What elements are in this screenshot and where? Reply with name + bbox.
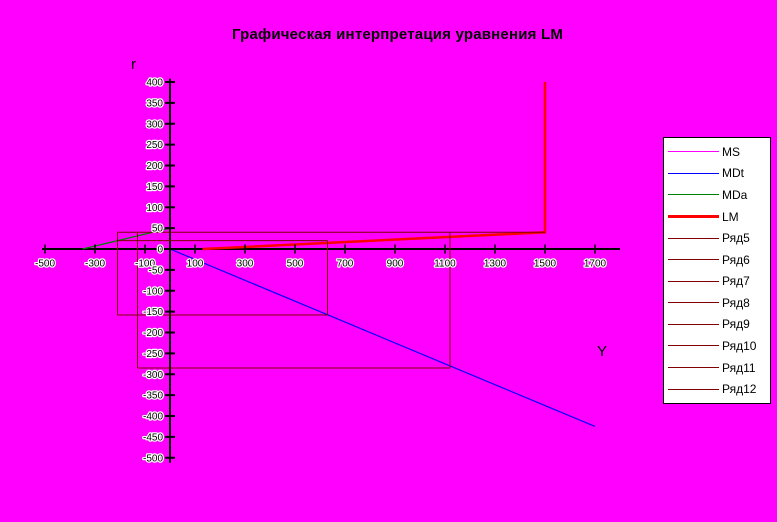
legend-item-label: Ряд7 — [722, 274, 750, 289]
legend-line-sample — [668, 323, 719, 325]
y-tick-label: -150 — [143, 307, 163, 318]
y-tick-label: -350 — [143, 391, 163, 402]
legend-item-label: MS — [722, 144, 740, 159]
y-tick-label: 300 — [146, 119, 163, 130]
legend-line-sample — [668, 345, 719, 347]
y-tick-label: 50 — [152, 224, 164, 235]
legend-item-ryad9: Ряд9 — [668, 314, 770, 334]
legend-item-label: Ряд10 — [722, 338, 757, 353]
y-tick-label: 150 — [146, 182, 163, 193]
legend-item-ryad11: Ряд11 — [668, 358, 770, 378]
y-tick-label: -450 — [143, 432, 163, 443]
legend-item-ryad12: Ряд12 — [668, 379, 770, 399]
y-tick-label: -300 — [143, 370, 163, 381]
y-tick-label: -500 — [143, 453, 163, 464]
x-tick-label: -100 — [135, 259, 155, 270]
legend: MS MDt MDa LM Ряд5 Ряд6 Ряд7 Ряд8 Ряд9 Ряд10 Ряд11… — [663, 137, 771, 404]
legend-item-lm: LM — [668, 207, 770, 227]
x-tick-label: 700 — [337, 259, 354, 270]
chart-title: Графическая интерпретация уравнения LM — [231, 26, 564, 43]
y-tick-label: 0 — [157, 245, 163, 256]
legend-item-ryad6: Ряд6 — [668, 250, 770, 270]
legend-item-label: Ряд8 — [722, 295, 750, 310]
series-line-lm — [202, 82, 547, 251]
y-tick-label: -200 — [143, 328, 163, 339]
legend-line-sample — [668, 215, 719, 219]
y-tick-label: 100 — [146, 203, 163, 214]
legend-item-ryad8: Ряд8 — [668, 293, 770, 313]
y-tick-label: -250 — [143, 349, 163, 360]
legend-item-mda: MDa — [668, 185, 770, 205]
legend-line-sample — [668, 151, 719, 153]
legend-line-sample — [668, 302, 719, 304]
x-tick-label: 900 — [387, 259, 404, 270]
legend-line-sample — [668, 172, 719, 174]
y-tick-label: 350 — [146, 98, 163, 109]
x-tick-label: 1500 — [534, 259, 557, 270]
legend-item-label: MDt — [722, 166, 744, 181]
legend-line-sample — [668, 237, 719, 239]
legend-item-mdt: MDt — [668, 163, 770, 183]
x-axis-title: Y — [597, 343, 608, 360]
y-tick-label: 400 — [146, 78, 163, 89]
legend-item-label: Ряд6 — [722, 252, 750, 267]
legend-line-sample — [668, 367, 719, 369]
legend-line-sample — [668, 259, 719, 261]
series-line-mdt — [169, 248, 596, 427]
legend-line-sample — [668, 388, 719, 390]
legend-item-ryad10: Ряд10 — [668, 336, 770, 356]
y-tick-label: -400 — [143, 412, 163, 423]
legend-item-ryad5: Ряд5 — [668, 228, 770, 248]
legend-item-label: LM — [722, 209, 739, 224]
legend-item-ryad7: Ряд7 — [668, 271, 770, 291]
legend-item-label: Ряд12 — [722, 382, 757, 397]
x-tick-label: 300 — [237, 259, 254, 270]
y-tick-label: 200 — [146, 161, 163, 172]
x-tick-label: -500 — [35, 259, 55, 270]
x-tick-label: 500 — [287, 259, 304, 270]
y-tick-label: -50 — [149, 265, 164, 276]
legend-item-label: Ряд11 — [722, 360, 756, 375]
legend-item-label: Ряд5 — [722, 231, 750, 246]
x-tick-label: 100 — [187, 259, 204, 270]
y-tick-label: 250 — [146, 140, 163, 151]
y-tick-label: -100 — [143, 286, 163, 297]
x-tick-label: 1100 — [434, 259, 456, 270]
legend-line-sample — [668, 280, 719, 282]
x-tick-label: -300 — [85, 259, 105, 270]
legend-item-ms: MS — [668, 142, 770, 162]
x-tick-label: 1300 — [484, 259, 507, 270]
series-line-mda — [82, 227, 171, 250]
legend-item-label: Ряд9 — [722, 317, 750, 332]
x-tick-label: 1700 — [584, 259, 607, 270]
legend-line-sample — [668, 194, 719, 196]
y-axis-title: r — [131, 56, 136, 73]
legend-item-label: MDa — [722, 187, 748, 202]
